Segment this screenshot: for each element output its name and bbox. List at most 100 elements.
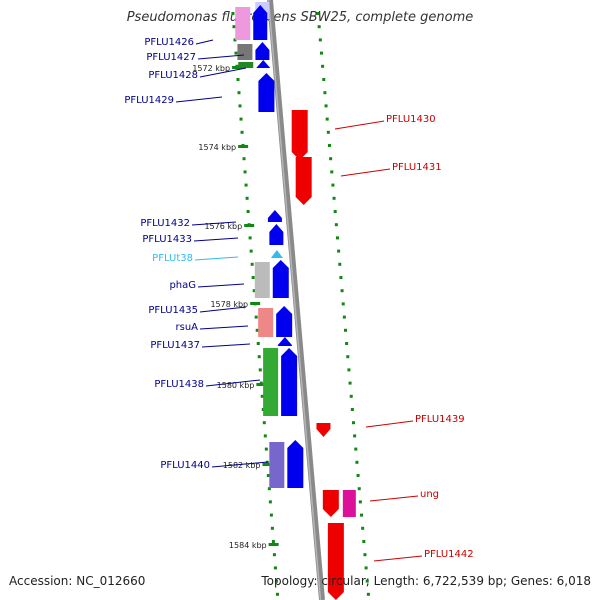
tick-dot: [245, 196, 249, 200]
gene-label-pflu1435[interactable]: PFLU1435: [148, 305, 198, 316]
tick-dot: [326, 130, 330, 134]
tick-dot: [270, 526, 274, 530]
tick-dot: [319, 51, 323, 55]
gene-pflu1440[interactable]: [287, 440, 304, 488]
tick-dot: [234, 51, 238, 55]
tick-dot: [345, 342, 349, 345]
gene-label-pflu1430[interactable]: PFLU1430: [386, 114, 436, 125]
tick-dot: [262, 421, 266, 425]
gene-label-pflu1432[interactable]: PFLU1432: [140, 218, 190, 229]
gene-label-pflu1427[interactable]: PFLU1427: [146, 52, 196, 63]
tick-dot: [366, 592, 370, 596]
backbone-layer: [267, 0, 325, 600]
tick-dot: [232, 25, 236, 29]
genome-backbone: [267, 0, 325, 600]
label-leader-line: [194, 256, 239, 261]
map-title: Pseudomonas fluorescens SBW25, complete …: [126, 10, 474, 25]
gene-pflu1442[interactable]: [327, 523, 344, 600]
genome-backbone-highlight: [267, 0, 322, 600]
gene-pflu1431[interactable]: [295, 157, 312, 205]
tick-dot: [322, 78, 326, 81]
cog-block: [342, 490, 356, 517]
tick-dot: [324, 104, 328, 108]
tick-dot: [348, 381, 352, 385]
gene-label-pflu1439[interactable]: PFLU1439: [415, 414, 465, 425]
gene-label-pflu1438[interactable]: PFLU1438: [154, 379, 204, 390]
gene-pflut38[interactable]: [270, 250, 283, 258]
tick-dot: [347, 368, 351, 372]
gene-pflu1437[interactable]: [277, 337, 292, 346]
label-leader-line: [201, 343, 251, 348]
tick-dot: [323, 91, 327, 95]
label-leader-line: [199, 306, 247, 313]
tick-dot: [337, 249, 341, 253]
tick-dot: [248, 236, 252, 240]
gene-pflu1432[interactable]: [267, 210, 282, 222]
gene-label-pflu1442[interactable]: PFLU1442: [424, 549, 474, 560]
tick-dot: [269, 513, 273, 517]
tick-dot: [240, 130, 244, 134]
label-leader-line: [373, 555, 423, 562]
gene-label-pflut38[interactable]: PFLUt38: [152, 253, 193, 264]
gene-phag[interactable]: [272, 260, 289, 298]
tick-dot: [250, 262, 254, 266]
gene-pflu1428[interactable]: [256, 60, 271, 68]
label-leader-line: [369, 495, 419, 502]
tick-dot: [352, 421, 356, 425]
gene-label-pflu1426[interactable]: PFLU1426: [144, 37, 194, 48]
tick-dot: [331, 183, 335, 187]
tick-dot: [346, 355, 350, 359]
tick-dot: [244, 183, 248, 187]
tick-marks: [231, 12, 370, 596]
gene-pflu1427[interactable]: [255, 42, 270, 60]
tick-dot: [238, 104, 242, 108]
scale-label: 1578 kbp: [210, 300, 248, 309]
cog-block: [254, 262, 270, 298]
gene-label-rsua[interactable]: rsuA: [176, 322, 199, 333]
tick-dot: [330, 170, 334, 174]
tick-dot: [335, 236, 339, 240]
gene-label-pflu1440[interactable]: PFLU1440: [160, 460, 210, 471]
label-layer: 1572 kbp 1574 kbp 1576 kbp 1578 kbp 1580 kbp…: [124, 37, 474, 562]
tick-dot: [349, 394, 353, 398]
gene-label-pflu1437[interactable]: PFLU1437: [150, 340, 200, 351]
tick-dot: [266, 474, 270, 477]
scale-major-tick: [262, 463, 273, 466]
gene-pflu1439[interactable]: [316, 423, 331, 437]
gene-pflu1438[interactable]: [281, 348, 298, 416]
tick-dot: [257, 355, 261, 359]
cog-block: [269, 442, 285, 488]
gene-label-pflu1429[interactable]: PFLU1429: [124, 95, 174, 106]
scale-label: 1572 kbp: [192, 64, 230, 73]
tick-dot: [249, 249, 253, 253]
label-leader-line: [365, 420, 414, 428]
tick-dot: [236, 78, 240, 81]
gene-label-pflu1433[interactable]: PFLU1433: [142, 234, 192, 245]
tick-dot: [358, 500, 362, 504]
gene-pflu1435[interactable]: [276, 306, 293, 337]
label-leader-line: [191, 221, 237, 226]
gene-pflu1433[interactable]: [269, 224, 284, 245]
label-leader-line: [193, 237, 239, 242]
label-leader-line: [199, 67, 247, 78]
tick-dot: [255, 328, 259, 332]
gene-label-ung[interactable]: ung: [420, 489, 439, 500]
tick-dot: [316, 12, 320, 15]
tick-dot: [233, 38, 237, 42]
tick-dot: [339, 276, 343, 279]
tick-dot: [333, 210, 337, 213]
tick-dot: [254, 315, 258, 319]
genome-summary-text: Topology: circular; Length: 6,722,539 bp…: [261, 574, 591, 588]
gene-label-phag[interactable]: phaG: [169, 280, 196, 291]
tick-dot: [251, 276, 255, 279]
gene-pflu1429[interactable]: [258, 73, 275, 112]
gene-ung[interactable]: [322, 490, 339, 517]
label-leader-line: [211, 461, 269, 468]
gene-label-pflu1428[interactable]: PFLU1428: [148, 70, 198, 81]
tick-dot: [237, 91, 241, 95]
tick-dot: [231, 12, 235, 15]
label-leader-line: [175, 96, 223, 103]
gene-pflu1426[interactable]: [253, 5, 268, 40]
gene-label-pflu1431[interactable]: PFLU1431: [392, 162, 442, 173]
gene-pflu1430[interactable]: [291, 110, 308, 160]
